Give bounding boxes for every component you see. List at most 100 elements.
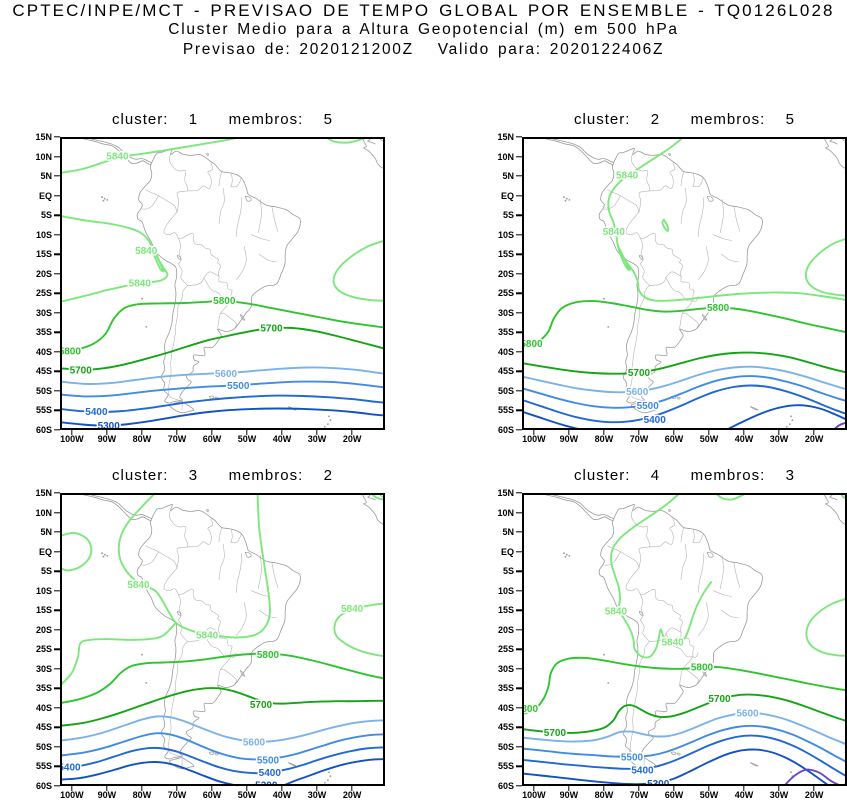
island-dot xyxy=(564,199,567,202)
y-tick xyxy=(54,155,60,158)
x-tick-label: 90W xyxy=(559,434,579,444)
contour-line-5800 xyxy=(522,656,847,716)
y-tick-label: 60S xyxy=(35,425,52,435)
y-tick xyxy=(516,668,522,670)
country-border xyxy=(187,277,205,286)
y-tick xyxy=(516,609,522,611)
contour-label-5800: 5800 xyxy=(691,662,714,673)
map-svg: 5840 5840 5840 5800 5700 5600 5500 5400 5400 5300 xyxy=(60,493,385,786)
y-tick-label: 20S xyxy=(497,268,514,279)
island-dot xyxy=(791,419,794,422)
y-tick-label: 60S xyxy=(497,781,514,791)
contour-label-5300: 5300 xyxy=(255,781,278,786)
x-tick-label: 60W xyxy=(664,434,684,444)
x-tick-label: 30W xyxy=(307,434,327,444)
country-border xyxy=(640,588,683,633)
y-tick-label: 25S xyxy=(35,644,52,655)
x-tick xyxy=(638,430,640,435)
x-tick-label: 30W xyxy=(769,434,789,444)
island-dot xyxy=(141,653,143,656)
y-tick-label: 10S xyxy=(35,229,52,240)
x-tick xyxy=(316,786,318,791)
island-outline xyxy=(749,762,759,767)
x-tick xyxy=(533,430,535,435)
coastline xyxy=(361,493,385,527)
y-tick-label: 15S xyxy=(35,249,52,260)
panel-cluster-4: cluster: 4 membros: 3 5840 5840 5800 5800 57… xyxy=(497,467,847,800)
coastline xyxy=(829,493,838,501)
country-border xyxy=(665,277,694,302)
x-tick-label: 100W xyxy=(522,434,546,444)
contour-line-5800 xyxy=(60,300,385,354)
country-border xyxy=(158,551,178,569)
y-tick-label: 5S xyxy=(40,210,52,221)
coastline xyxy=(823,493,847,527)
y-tick xyxy=(516,648,522,650)
country-border xyxy=(649,518,676,548)
x-tick-label: 30W xyxy=(769,790,789,800)
contour-line-5400 xyxy=(60,746,385,775)
y-tick xyxy=(516,273,522,275)
country-border xyxy=(259,253,278,263)
contour-label-5400: 5400 xyxy=(60,763,81,774)
island-outline xyxy=(214,752,219,756)
y-tick-label: 15S xyxy=(35,605,52,616)
island-outline xyxy=(176,611,182,616)
x-tick xyxy=(673,786,675,791)
coastline xyxy=(136,148,301,404)
x-tick-label: 50W xyxy=(699,434,719,444)
map-svg: 5840 5840 5800 5800 5700 5700 5600 5500 5400 5300 xyxy=(522,493,847,786)
x-tick-label: 80W xyxy=(594,434,614,444)
contour-label-5800: 5800 xyxy=(213,296,236,307)
country-border xyxy=(620,551,640,569)
y-tick-label: 15S xyxy=(497,249,514,260)
x-tick-label: 80W xyxy=(132,790,152,800)
y-tick-label: EQ xyxy=(38,190,52,201)
contour-line-5300 xyxy=(279,758,385,786)
island-dot xyxy=(102,555,105,558)
y-tick xyxy=(516,390,522,392)
contour-label-5840: 5840 xyxy=(129,279,152,290)
x-tick-label: 20W xyxy=(804,434,824,444)
island-dot xyxy=(328,415,330,418)
country-border xyxy=(665,627,682,634)
country-border xyxy=(178,593,182,621)
x-tick-label: 60W xyxy=(664,790,684,800)
x-tick-label: 40W xyxy=(734,790,754,800)
x-tick-label: 70W xyxy=(629,434,649,444)
contour-label-5800: 5800 xyxy=(522,704,538,715)
contour-line-5300 xyxy=(522,748,831,786)
country-border xyxy=(220,312,237,328)
y-tick xyxy=(54,570,60,572)
country-border xyxy=(692,172,695,187)
island-dot xyxy=(603,653,605,656)
x-tick-label: 90W xyxy=(97,434,117,444)
country-border xyxy=(640,232,683,277)
island-dot xyxy=(568,555,571,557)
x-tick-label: 60W xyxy=(202,434,222,444)
y-tick xyxy=(516,629,522,631)
country-border xyxy=(638,190,651,213)
y-tick-label: 30S xyxy=(497,663,514,674)
contour-line-5840 xyxy=(333,602,385,658)
country-border xyxy=(140,551,159,566)
y-tick xyxy=(516,351,522,353)
country-border xyxy=(218,187,225,224)
island-outline xyxy=(240,670,245,677)
country-border xyxy=(178,263,188,286)
y-tick-label: 55S xyxy=(497,761,514,772)
contour-label-5600: 5600 xyxy=(215,369,238,380)
x-tick-label: 70W xyxy=(167,790,187,800)
x-tick xyxy=(351,786,353,791)
x-tick xyxy=(533,786,535,791)
contour-line-5600 xyxy=(60,715,385,743)
y-tick-label: 10S xyxy=(35,585,52,596)
island-dot xyxy=(323,782,326,784)
contour-label-5500: 5500 xyxy=(227,381,250,392)
country-border xyxy=(680,171,684,187)
y-tick-label: 50S xyxy=(35,741,52,752)
contour-line-5840 xyxy=(60,214,169,303)
country-border xyxy=(178,232,221,277)
contour-label-5840: 5840 xyxy=(605,607,628,618)
y-tick xyxy=(516,292,522,294)
